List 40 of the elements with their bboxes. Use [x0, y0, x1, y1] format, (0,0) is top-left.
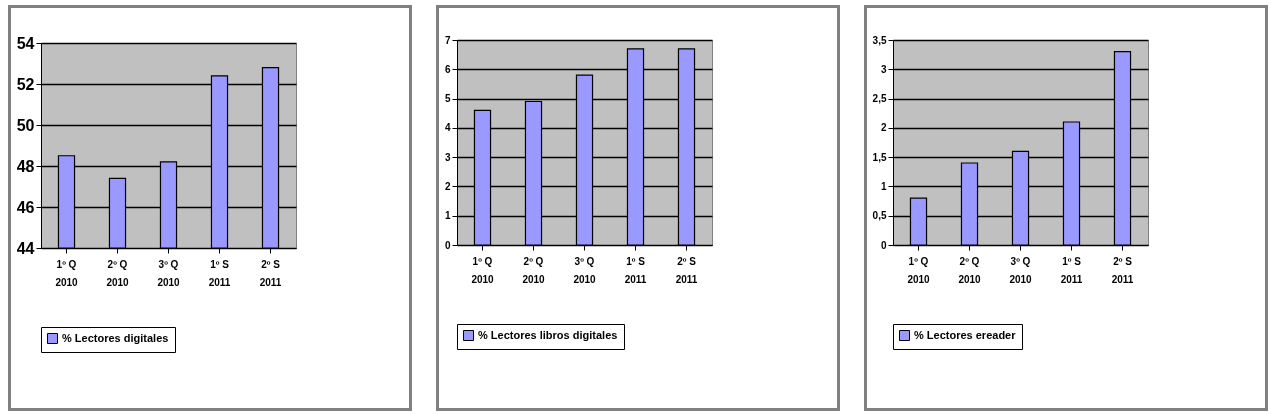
x-tick-label: 3º Q 2010: [1009, 255, 1033, 285]
y-tick-label: 1: [444, 210, 451, 222]
x-tick-label: 2º Q 2010: [106, 258, 130, 288]
x-tick-label: 1º Q 2010: [55, 258, 79, 288]
x-tick-label: 2º S 2011: [259, 258, 282, 288]
y-tick-label: 3: [444, 151, 451, 163]
y-tick-label: 5: [444, 93, 451, 105]
y-tick-label: 50: [16, 116, 35, 134]
y-tick-label: 0: [880, 239, 887, 251]
legend-label: % Lectores libros digitales: [478, 328, 618, 341]
x-tick-label: 3º Q 2010: [573, 255, 597, 285]
y-tick-label: 2,5: [872, 93, 887, 105]
legend-label: % Lectores ereader: [914, 328, 1017, 341]
y-tick-label: 44: [16, 239, 35, 257]
x-tick-label: 2º Q 2010: [522, 255, 546, 285]
y-tick-label: 2: [444, 180, 451, 192]
y-tick-label: 0: [444, 239, 451, 251]
x-tick-label: 2º S 2011: [675, 255, 698, 285]
y-tick-label: 7: [444, 34, 451, 46]
x-tick-label: 1º Q 2010: [471, 255, 495, 285]
y-tick-label: 48: [16, 157, 35, 175]
x-tick-label: 1º Q 2010: [907, 255, 931, 285]
legend-label: % Lectores digitales: [62, 331, 169, 344]
y-tick-label: 1,5: [872, 151, 887, 163]
y-tick-label: 4: [444, 122, 451, 134]
y-tick-label: 3,5: [872, 34, 887, 46]
x-tick-label: 2º S 2011: [1111, 255, 1134, 285]
y-tick-label: 54: [16, 34, 35, 52]
x-tick-label: 2º Q 2010: [958, 255, 982, 285]
y-tick-label: 0,5: [872, 210, 887, 222]
y-tick-label: 1: [880, 180, 887, 192]
x-tick-label: 1º S 2011: [624, 255, 647, 285]
x-tick-label: 1º S 2011: [208, 258, 231, 288]
y-tick-label: 46: [16, 198, 35, 216]
y-tick-label: 2: [880, 122, 887, 134]
y-tick-label: 52: [16, 75, 35, 93]
y-tick-label: 3: [880, 63, 887, 75]
x-tick-label: 3º Q 2010: [157, 258, 181, 288]
x-tick-label: 1º S 2011: [1060, 255, 1083, 285]
y-tick-label: 6: [444, 63, 451, 75]
